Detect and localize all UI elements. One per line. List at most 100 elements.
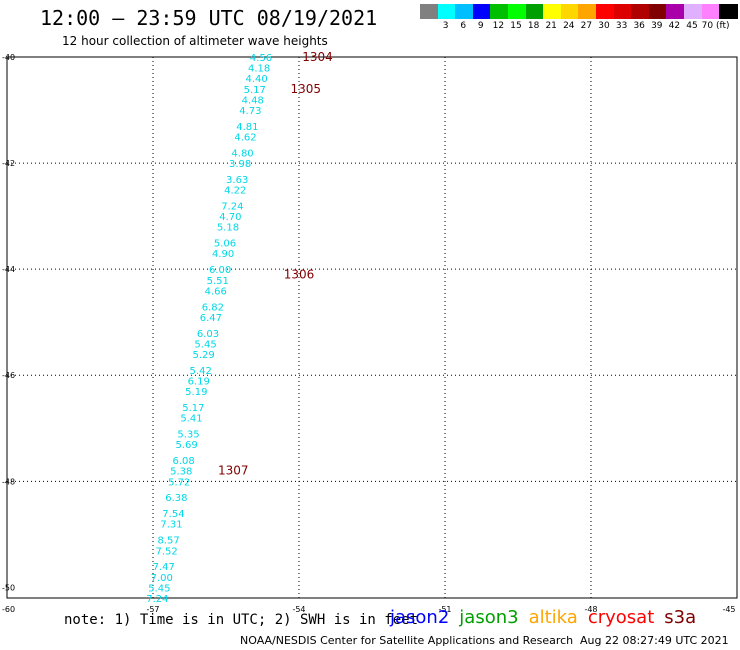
x-tick-label: -51	[438, 605, 451, 614]
color-scale-label: 6	[460, 21, 467, 31]
y-tick-label: -60	[2, 605, 15, 614]
wave-height-point: 6.00	[209, 265, 231, 276]
y-tick-label: -50	[2, 583, 15, 592]
color-scale-swatch	[543, 4, 563, 19]
color-scale-swatch	[420, 4, 439, 19]
chart-title: 12:00 – 23:59 UTC 08/19/2021	[40, 6, 378, 30]
wave-height-point: 7.54	[162, 509, 184, 520]
y-tick-label: -44	[2, 265, 15, 274]
x-tick-label: -54	[292, 605, 305, 614]
legend-entry-altika: altika	[528, 607, 578, 628]
color-scale-swatch	[455, 4, 475, 19]
legend-entry-s3a: s3a	[664, 607, 697, 628]
wave-height-point: 7.47	[153, 562, 175, 573]
color-scale-label: 30	[598, 21, 610, 31]
color-scale-swatch	[472, 4, 492, 19]
color-scale-label: 27	[580, 21, 593, 31]
pass-number-label: 1305	[291, 82, 322, 96]
color-scale-swatch	[613, 4, 633, 19]
wave-height-point: 6.03	[197, 329, 219, 340]
pass-number-label: 1306	[284, 267, 315, 281]
y-tick-label: -48	[2, 477, 15, 486]
color-scale-swatch	[648, 4, 668, 19]
color-scale-label: 15	[510, 21, 522, 31]
y-tick-label: -42	[2, 159, 15, 168]
wave-height-point: 5.29	[192, 350, 214, 361]
color-scale-label: 21	[545, 21, 557, 31]
wave-height-point: 4.73	[239, 106, 261, 117]
timestamp-text: Aug 22 08:27:49 UTC 2021	[580, 634, 729, 647]
plot-frame	[6, 56, 738, 599]
y-tick-label: -40	[2, 53, 15, 62]
color-scale-swatch	[596, 4, 615, 19]
x-tick-label: -48	[584, 605, 597, 614]
wave-height-point: 4.18	[248, 64, 270, 75]
color-scale-swatch	[560, 4, 580, 19]
credit-text: NOAA/NESDIS Center for Satellite Applica…	[240, 634, 574, 647]
color-scale-swatch	[666, 4, 686, 19]
color-scale-swatch	[508, 4, 527, 19]
color-scale-label: 24	[563, 21, 575, 31]
wave-height-point: 8.57	[157, 536, 179, 547]
wave-height-point: 6.19	[188, 377, 210, 388]
color-scale-swatch	[631, 4, 651, 19]
wave-height-point: 5.38	[170, 467, 192, 478]
wave-height-point: 5.45	[194, 339, 216, 350]
wave-height-point: 5.06	[214, 239, 236, 250]
wave-height-point: 4.48	[242, 95, 264, 106]
pass-number-label: 1307	[218, 464, 249, 478]
wave-height-point: 4.81	[236, 122, 258, 133]
wave-height-point: 6.38	[165, 493, 187, 504]
wave-height-point: 6.47	[200, 313, 222, 324]
legend-entry-cryosat: cryosat	[587, 607, 655, 628]
wave-height-point: 4.22	[224, 186, 246, 197]
color-scale-swatch	[701, 4, 721, 19]
wave-height-point: 7.00	[151, 573, 173, 584]
color-scale-swatch	[525, 4, 545, 19]
color-scale-label: 39	[651, 21, 663, 31]
color-scale-swatch	[684, 4, 703, 19]
wave-height-point: 7.24	[221, 202, 243, 213]
color-scale-swatch	[719, 4, 739, 19]
color-scale-label: 18	[527, 21, 540, 31]
color-scale-label: 33	[615, 21, 628, 31]
y-tick-label: -46	[2, 371, 15, 380]
wave-height-point: 5.69	[175, 440, 197, 451]
wave-height-point: 4.80	[231, 148, 253, 159]
satellite-legend: jason2 jason3 altika cryosat s3a	[390, 607, 706, 628]
color-scale-label: 3	[442, 21, 449, 31]
wave-height-point: 6.08	[173, 456, 195, 467]
color-scale-label: 9	[477, 21, 484, 31]
color-scale-label: 42	[668, 21, 681, 31]
wave-height-point: 5.51	[207, 276, 229, 287]
color-scale-swatch	[490, 4, 510, 19]
wave-height-point: 7.24	[146, 594, 168, 605]
wave-height-point: 7.31	[160, 520, 182, 531]
legend-entry-jason3: jason3	[459, 607, 519, 628]
wave-height-point: 5.42	[190, 366, 212, 377]
x-tick-label: -57	[146, 605, 159, 614]
units-note: note: 1) Time is in UTC; 2) SWH is in fe…	[64, 612, 419, 628]
wave-height-point: 3.63	[226, 175, 248, 186]
wave-height-point: 5.19	[185, 387, 207, 398]
wave-height-point: 7.52	[155, 546, 177, 557]
pass-number-label: 1304	[302, 50, 333, 64]
legend-entry-jason2: jason2	[390, 607, 450, 628]
wave-height-point: 3.98	[229, 159, 251, 170]
color-scale-label: 70 (ft)	[701, 21, 730, 31]
wave-height-point: 5.17	[244, 85, 266, 96]
wave-height-point: 5.72	[168, 477, 190, 488]
color-scale-label: 36	[633, 21, 645, 31]
wave-height-point: 5.35	[177, 430, 199, 441]
chart-subtitle: 12 hour collection of altimeter wave hei…	[62, 34, 328, 48]
wave-height-point: 4.70	[219, 212, 241, 223]
wave-height-point: 5.41	[180, 414, 202, 425]
wave-height-point: 4.56	[250, 53, 272, 64]
wave-height-point: 4.90	[212, 249, 234, 260]
color-scale-label: 45	[686, 21, 698, 31]
color-scale-swatch	[578, 4, 598, 19]
x-tick-label: -45	[722, 605, 735, 614]
wave-height-point: 5.17	[182, 403, 204, 414]
color-scale-label: 12	[492, 21, 505, 31]
